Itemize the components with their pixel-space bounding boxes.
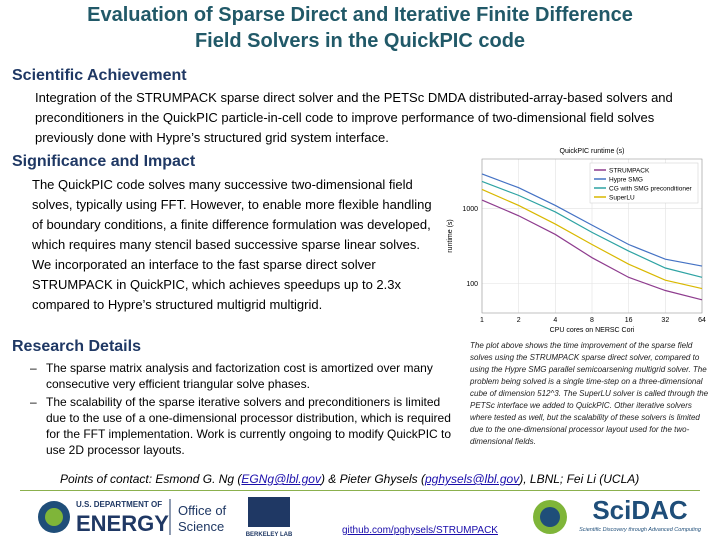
x-tick-label: 4 xyxy=(553,317,557,324)
chart: QuickPIC runtime (s) runtime (s) CPU cores… xyxy=(447,148,706,334)
legend-label: SuperLU xyxy=(609,195,635,202)
contact: Points of contact: Esmond G. Ng (EGNg@lb… xyxy=(60,472,639,486)
x-tick-label: 8 xyxy=(590,317,594,324)
title-line: Field Solvers in the QuickPIC code xyxy=(194,30,526,52)
email-link[interactable]: EGNg@lbl.gov xyxy=(241,472,321,486)
bullet-list: The sparse matrix analysis and factoriza… xyxy=(30,360,455,460)
contact-text: ), LBNL; Fei Li (UCLA) xyxy=(519,472,640,486)
x-tick-label: 64 xyxy=(698,317,706,324)
repo-link[interactable]: github.com/pghysels/STRUMPACK xyxy=(342,525,498,536)
lab-logo xyxy=(248,497,290,527)
office-label: Science xyxy=(178,519,224,534)
y-tick-label: 100 xyxy=(466,281,478,288)
chart-title: QuickPIC runtime (s) xyxy=(560,148,625,155)
x-tick-label: 1 xyxy=(480,317,484,324)
lab-label: BERKELEY LAB xyxy=(246,532,293,538)
bullet: The sparse matrix analysis and factoriza… xyxy=(30,360,455,392)
legend-label: CG with SMG preconditioner xyxy=(609,186,693,193)
footer: U.S. DEPARTMENT OF ENERGY Office of Scie… xyxy=(38,495,702,538)
title: Evaluation of Sparse Direct and Iterativ… xyxy=(0,2,720,54)
x-tick-label: 2 xyxy=(517,317,521,324)
office-label: Office of xyxy=(178,503,227,518)
series-line xyxy=(481,188,703,290)
bullet: The scalability of the sparse iterative … xyxy=(30,394,455,458)
contact-text: Points of contact: Esmond G. Ng ( xyxy=(60,472,242,486)
legend-label: STRUMPACK xyxy=(609,168,650,175)
x-axis-label: CPU cores on NERSC Cori xyxy=(550,327,635,334)
email-link[interactable]: pghysels@lbl.gov xyxy=(425,472,520,486)
x-tick-label: 16 xyxy=(625,317,633,324)
series-line xyxy=(481,173,703,267)
divider xyxy=(20,490,700,491)
heading: Significance and Impact xyxy=(12,153,196,170)
series-line xyxy=(481,199,703,301)
doe-label: U.S. DEPARTMENT OF xyxy=(76,500,162,509)
legend-label: Hypre SMG xyxy=(609,177,643,184)
scidac-label: SciDAC xyxy=(592,495,688,525)
title-line: Evaluation of Sparse Direct and Iterativ… xyxy=(87,4,633,26)
heading: Research Details xyxy=(12,338,141,355)
plot-frame xyxy=(481,158,703,314)
contact-text: ) & Pieter Ghysels ( xyxy=(320,472,425,486)
legend-box xyxy=(589,162,699,204)
heading: Scientific Achievement xyxy=(12,67,187,84)
doe-seal xyxy=(540,507,560,527)
y-axis-label: runtime (s) xyxy=(447,219,454,252)
doe-label: ENERGY xyxy=(76,511,169,536)
paragraph: The QuickPIC code solves many successive… xyxy=(32,177,432,312)
series-line xyxy=(481,180,703,278)
caption: The plot above shows the time improvemen… xyxy=(470,341,709,446)
y-tick-label: 1000 xyxy=(462,206,478,213)
repo-link-text[interactable]: github.com/pghysels/STRUMPACK xyxy=(342,525,498,536)
doe-seal xyxy=(45,508,63,526)
paragraph: Integration of the STRUMPACK sparse dire… xyxy=(35,90,673,145)
scidac-sub: Scientific Discovery through Advanced Co… xyxy=(579,527,702,533)
x-tick-label: 32 xyxy=(661,317,669,324)
